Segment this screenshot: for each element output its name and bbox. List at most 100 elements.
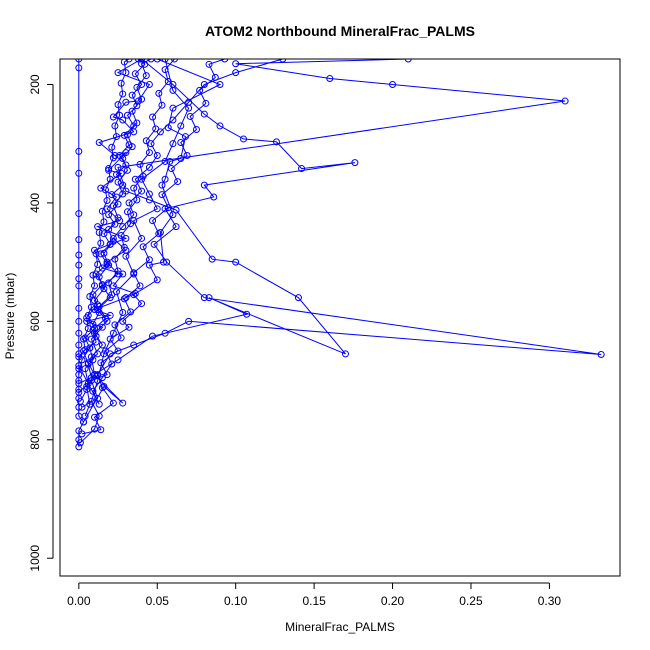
data-point (152, 125, 160, 133)
series-line (78, 59, 175, 384)
data-point (75, 362, 83, 370)
data-point (158, 181, 166, 189)
series-line (79, 59, 283, 402)
data-point (130, 269, 138, 277)
data-point (81, 346, 89, 354)
data-point (240, 135, 248, 143)
data-point (149, 113, 157, 121)
data-point (232, 258, 240, 266)
data-point (131, 70, 139, 78)
data-point (177, 139, 185, 147)
data-point (298, 165, 306, 173)
data-point (161, 66, 169, 74)
data-point (145, 80, 153, 88)
data-point (149, 332, 157, 340)
data-point (172, 206, 180, 214)
data-point (114, 200, 122, 208)
plot-box (59, 58, 621, 577)
data-point (150, 240, 158, 248)
data-point (100, 382, 108, 390)
data-point (160, 258, 168, 266)
data-point (101, 186, 109, 194)
data-point (75, 251, 83, 259)
data-point (75, 169, 83, 177)
data-point (243, 310, 251, 318)
data-point (272, 138, 280, 146)
data-point (91, 282, 99, 290)
data-point (130, 211, 138, 219)
data-point (98, 207, 106, 215)
data-point (117, 231, 125, 239)
data-point (89, 271, 97, 279)
data-point (95, 400, 103, 408)
data-point (139, 243, 147, 251)
chart-title: ATOM2 Northbound MineralFrac_PALMS (205, 23, 475, 39)
data-point (75, 443, 83, 451)
series-9 (75, 59, 179, 388)
data-point (87, 303, 95, 311)
data-point (216, 122, 224, 130)
data-point (97, 359, 105, 367)
data-point (111, 255, 119, 263)
data-point (117, 334, 125, 342)
data-point (75, 317, 83, 325)
data-point (91, 413, 99, 421)
data-point (120, 295, 128, 303)
data-point (138, 300, 146, 308)
data-point (185, 317, 193, 325)
x-tick-label: 0.00 (67, 594, 91, 608)
data-point (127, 308, 135, 316)
data-point (161, 329, 169, 337)
data-point (134, 59, 142, 63)
data-point (125, 59, 133, 63)
data-point (86, 292, 94, 300)
data-point (97, 239, 105, 247)
data-point (130, 291, 138, 299)
data-point (185, 98, 193, 106)
series-line (84, 59, 151, 417)
series-line (78, 59, 225, 405)
data-point (125, 141, 133, 149)
data-point (75, 64, 83, 72)
data-point (106, 335, 114, 343)
data-point (114, 214, 122, 222)
data-point (89, 387, 97, 395)
data-point (109, 399, 117, 407)
data-point (111, 122, 119, 130)
data-point (597, 351, 605, 359)
data-point (139, 172, 147, 180)
data-point (101, 347, 109, 355)
data-point (98, 281, 106, 289)
data-point (153, 59, 161, 63)
data-point (133, 102, 141, 110)
data-point (136, 160, 144, 168)
data-point (105, 226, 113, 234)
x-tick-label: 0.20 (381, 594, 405, 608)
data-point (136, 282, 144, 290)
data-point (125, 323, 133, 331)
data-point (76, 439, 84, 447)
data-point (98, 264, 106, 272)
data-point (216, 80, 224, 88)
data-point (95, 139, 103, 147)
data-point (145, 256, 153, 264)
data-point (114, 356, 122, 364)
data-point (177, 122, 185, 130)
data-point (101, 314, 109, 322)
y-axis: 200 400 600 800 1000 (28, 74, 54, 572)
data-point (155, 230, 163, 238)
data-point (98, 374, 106, 382)
x-tick-label: 0.25 (459, 594, 483, 608)
data-point (208, 255, 216, 263)
data-point (128, 107, 136, 115)
data-point (108, 360, 116, 368)
data-point (75, 329, 83, 337)
data-point (119, 90, 127, 98)
data-point (161, 157, 169, 165)
data-point (108, 191, 116, 199)
series-line (83, 59, 566, 423)
data-point (111, 321, 119, 329)
data-point (92, 250, 100, 258)
data-point (130, 122, 138, 130)
